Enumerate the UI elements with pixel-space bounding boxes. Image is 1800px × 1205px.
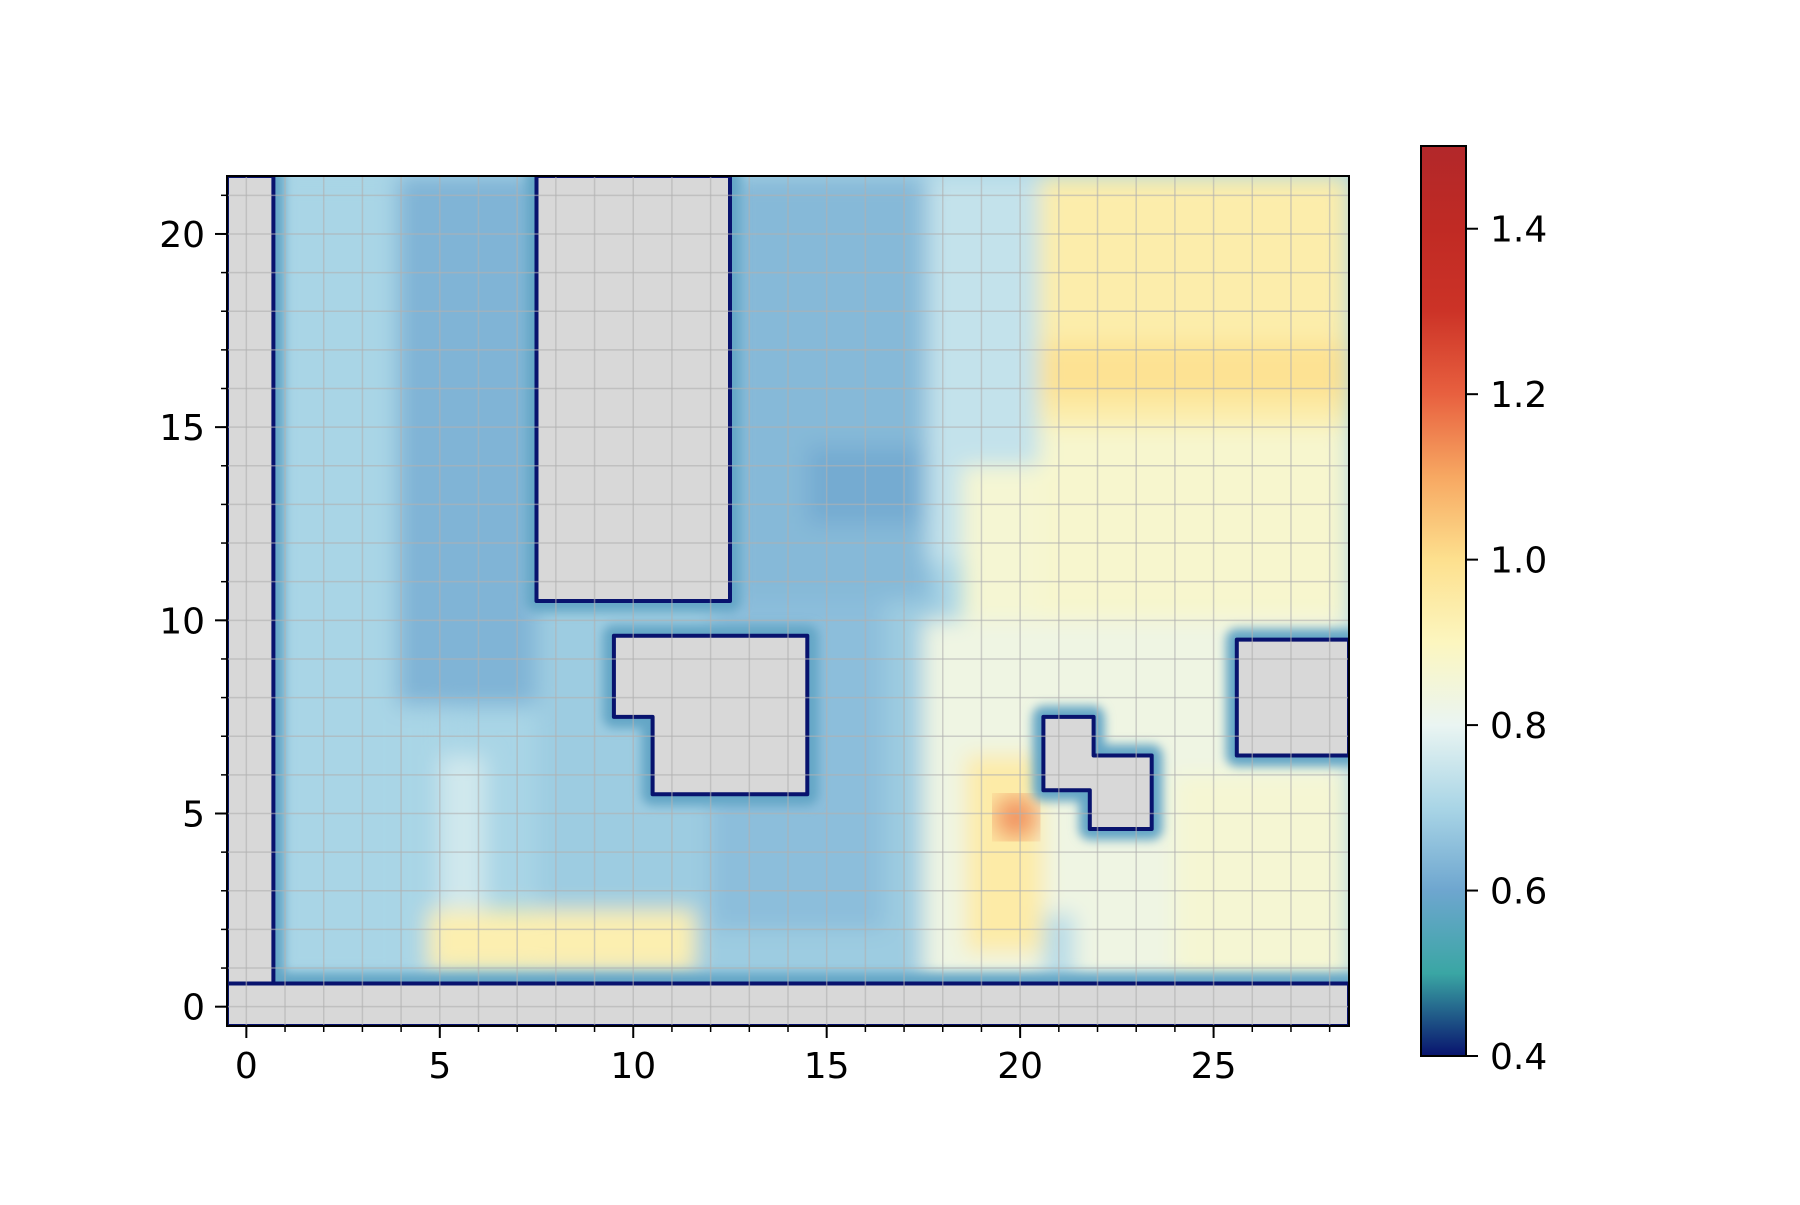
colorbar-tick-label: 0.4: [1490, 1037, 1547, 1078]
x-axis: 0 5 10 15 20 25: [235, 1026, 1331, 1087]
heat-region-14: [428, 910, 696, 972]
heat-region-0: [273, 176, 398, 984]
colorbar-tick-label: 1.4: [1490, 210, 1547, 251]
hotspot-layer: [996, 797, 1037, 838]
y-tick-label: 0: [182, 988, 205, 1029]
colorbar-tick-label: 1.0: [1490, 541, 1547, 582]
colorbar-gradient: [1421, 146, 1466, 1056]
heat-region-13: [1174, 774, 1349, 984]
colorbar-tick-label: 1.2: [1490, 375, 1547, 416]
plot-area: [227, 176, 1349, 1026]
x-tick-label: 20: [997, 1046, 1043, 1087]
heat-region-10: [1039, 427, 1349, 621]
colorbar-frame: [1420, 145, 1467, 1057]
heat-region-15: [965, 755, 1044, 953]
y-tick-label: 10: [159, 601, 205, 642]
x-tick-label: 5: [428, 1046, 451, 1087]
colorbar-tick-label: 0.6: [1490, 872, 1547, 913]
heat-region-17: [1039, 342, 1349, 401]
hotspot-0: [996, 797, 1037, 838]
heat-region-4: [729, 176, 932, 621]
colorbar-ticks: 0.4 0.6 0.8 1.0 1.2 1.4: [1466, 210, 1547, 1078]
y-axis: 0 5 10 15 20: [159, 194, 227, 1029]
y-tick-label: 20: [159, 215, 205, 256]
colorbar-tick-label: 0.8: [1490, 706, 1547, 747]
grid-lines: [227, 176, 1349, 1026]
colorbar: 0.4 0.6 0.8 1.0 1.2 1.4: [1420, 145, 1547, 1078]
x-tick-label: 0: [235, 1046, 258, 1087]
obstacle-4: [227, 176, 276, 1026]
x-tick-label: 15: [804, 1046, 850, 1087]
y-tick-label: 15: [159, 408, 205, 449]
heat-region-1: [397, 176, 537, 706]
x-tick-label: 25: [1191, 1046, 1237, 1087]
x-tick-label: 10: [610, 1046, 656, 1087]
y-tick-label: 5: [182, 795, 205, 836]
heat-layer: [273, 176, 1349, 984]
